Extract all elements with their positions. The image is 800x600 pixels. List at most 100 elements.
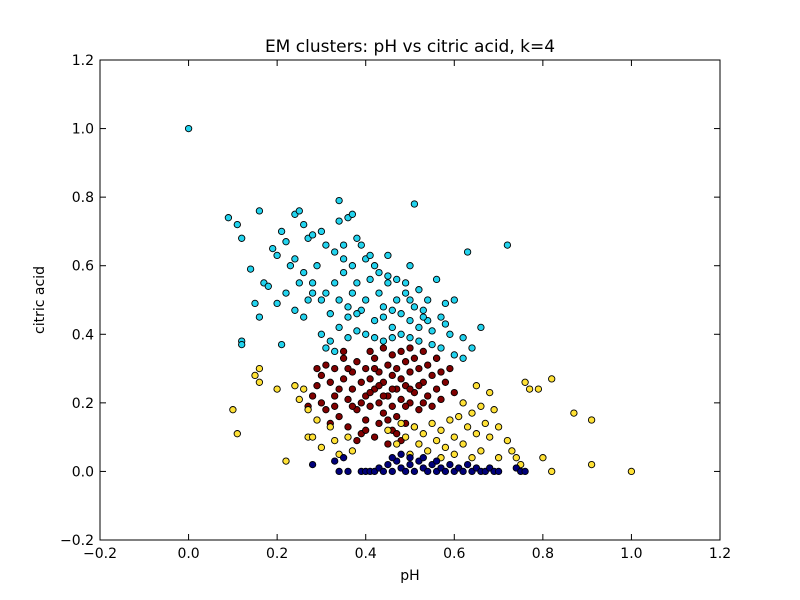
data-point — [494, 467, 503, 476]
data-point — [344, 395, 352, 404]
data-point — [286, 262, 295, 270]
data-point — [388, 402, 396, 410]
data-point — [366, 402, 374, 410]
data-point — [388, 306, 396, 314]
data-point — [419, 347, 427, 356]
data-point — [432, 354, 441, 362]
data-point — [339, 454, 348, 462]
data-point — [291, 382, 299, 390]
data-point — [494, 454, 503, 462]
data-point — [534, 385, 543, 393]
data-point — [282, 238, 290, 246]
data-point — [353, 436, 361, 445]
data-point — [521, 378, 529, 386]
data-point — [370, 433, 379, 441]
data-point — [348, 385, 357, 393]
data-point — [295, 279, 303, 287]
data-point — [446, 416, 454, 424]
data-point — [331, 279, 339, 287]
data-point — [379, 303, 388, 311]
data-point — [410, 303, 419, 311]
y-tick-label: 0.2 — [72, 396, 94, 412]
data-point — [277, 340, 286, 349]
cluster-series — [184, 124, 512, 362]
data-point — [446, 364, 454, 373]
data-point — [348, 402, 357, 410]
data-point — [353, 234, 361, 242]
data-point — [468, 344, 476, 352]
x-tick-label: −0.2 — [83, 546, 117, 562]
x-tick-label: 0.6 — [443, 546, 465, 562]
data-point — [238, 340, 246, 349]
data-point — [375, 419, 383, 428]
data-point — [331, 436, 339, 445]
data-point — [331, 364, 339, 373]
data-point — [384, 251, 392, 260]
data-point — [388, 334, 396, 342]
data-point — [406, 296, 414, 304]
data-point — [397, 450, 405, 458]
data-point — [326, 423, 334, 431]
data-point — [317, 330, 326, 338]
data-point — [539, 454, 547, 462]
data-point — [375, 268, 383, 277]
data-point — [317, 371, 326, 380]
data-point — [397, 330, 405, 338]
x-tick-label: 0.8 — [532, 546, 554, 562]
data-point — [308, 433, 317, 441]
data-point — [459, 399, 467, 407]
data-point — [362, 426, 370, 434]
data-point — [295, 395, 303, 404]
data-point — [419, 399, 427, 407]
data-point — [424, 467, 432, 476]
data-point — [459, 334, 467, 342]
data-point — [282, 457, 290, 465]
data-point — [379, 313, 388, 321]
data-point — [477, 447, 485, 455]
data-point — [432, 457, 441, 465]
data-point — [331, 402, 339, 410]
data-point — [313, 364, 321, 373]
data-point — [419, 454, 427, 462]
data-point — [393, 296, 401, 304]
data-point — [348, 289, 357, 297]
data-point — [304, 406, 312, 414]
cluster-series — [308, 450, 529, 476]
data-point — [362, 296, 370, 304]
data-point — [428, 371, 436, 380]
data-point — [503, 241, 512, 249]
data-point — [441, 299, 450, 308]
x-axis-label: pH — [400, 568, 419, 584]
data-point — [331, 392, 339, 400]
data-point — [233, 430, 241, 438]
data-point — [587, 416, 596, 424]
data-point — [255, 207, 264, 215]
data-point — [450, 296, 458, 304]
plot-frame — [99, 59, 721, 541]
data-point — [339, 255, 348, 263]
data-point — [366, 251, 374, 260]
data-point — [481, 419, 489, 428]
x-tick-label: 0.4 — [355, 546, 377, 562]
data-point — [370, 354, 379, 362]
data-point — [366, 275, 374, 284]
data-point — [362, 364, 370, 373]
data-point — [344, 433, 352, 441]
data-point — [353, 327, 361, 335]
data-point — [548, 467, 556, 476]
data-point — [300, 313, 308, 321]
data-point — [406, 262, 414, 270]
data-point — [397, 395, 405, 404]
data-point — [450, 433, 458, 441]
data-point — [428, 327, 436, 335]
data-point — [477, 402, 485, 410]
data-point — [384, 416, 392, 424]
data-point — [273, 251, 281, 260]
data-point — [238, 234, 246, 242]
data-point — [587, 460, 596, 469]
data-point — [295, 207, 303, 215]
cluster-series — [229, 364, 636, 476]
data-point — [322, 241, 330, 249]
data-point — [277, 227, 286, 236]
data-point — [384, 460, 392, 469]
